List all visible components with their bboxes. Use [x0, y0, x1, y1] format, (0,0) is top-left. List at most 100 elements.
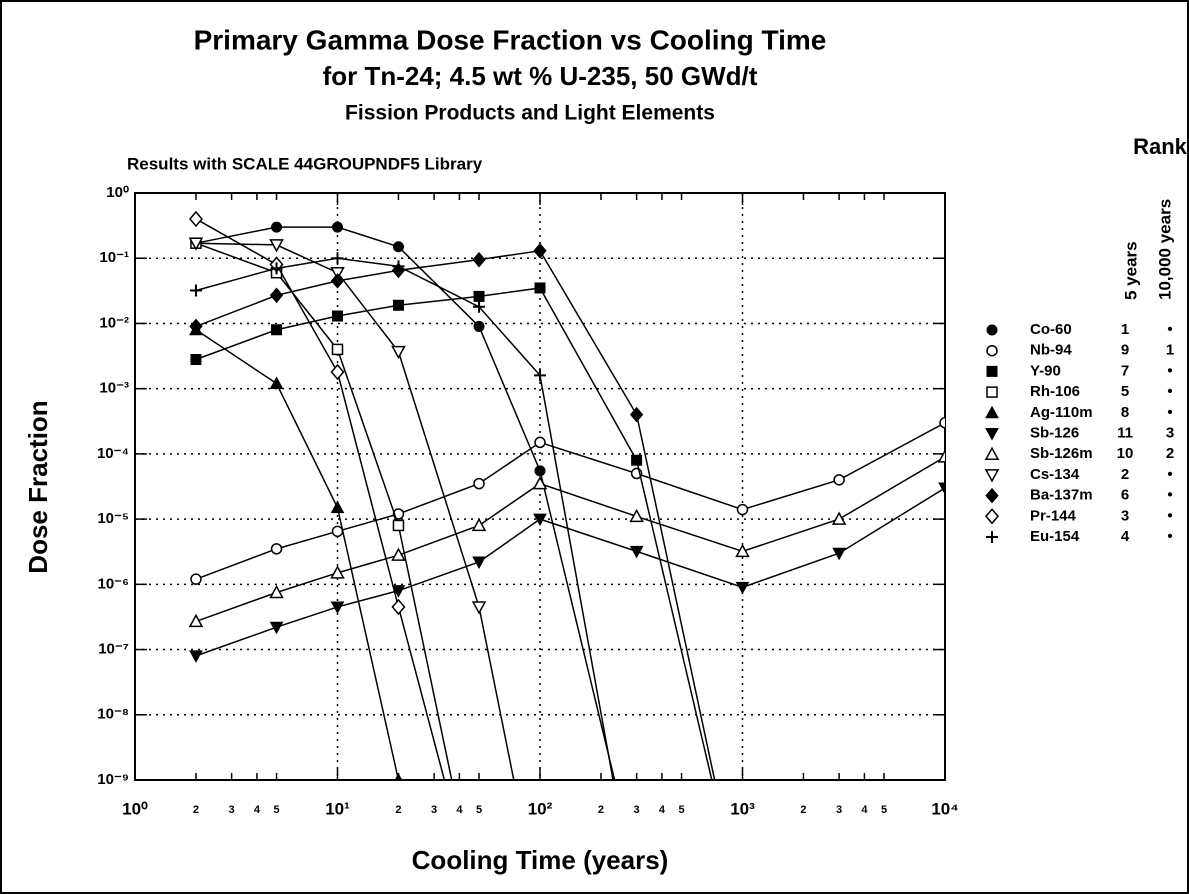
marker — [534, 465, 546, 477]
marker — [189, 650, 203, 663]
legend-label: Pr-144 — [1030, 507, 1077, 524]
rank-value: 3 — [1121, 507, 1129, 524]
legend-label: Y-90 — [1030, 362, 1061, 379]
marker — [937, 449, 945, 463]
marker — [471, 517, 487, 532]
rank-value: 2 — [1121, 466, 1129, 483]
rank-value: • — [1167, 466, 1172, 483]
marker — [985, 487, 999, 504]
y-tick-label: 10⁻⁵ — [97, 510, 129, 527]
marker — [629, 545, 644, 559]
marker — [985, 405, 999, 419]
marker — [391, 345, 406, 360]
marker — [190, 573, 202, 585]
y-tick-label: 10⁻³ — [99, 380, 129, 397]
marker — [269, 376, 284, 390]
marker — [938, 482, 945, 496]
rank-value: 2 — [1166, 445, 1174, 462]
rank-value: 9 — [1121, 342, 1129, 359]
legend-label: Cs-134 — [1030, 466, 1080, 483]
rank-value: • — [1167, 487, 1172, 504]
legend-entry: Cs-134 2 • — [984, 466, 1173, 483]
marker — [735, 581, 750, 595]
marker — [392, 241, 404, 253]
marker — [533, 243, 547, 259]
rank-value: • — [1167, 528, 1172, 545]
marker — [534, 436, 546, 449]
legend-entry: Co-60 1 • — [986, 321, 1173, 338]
x-tick-label: 2 — [395, 804, 401, 816]
rank-value: 10 — [1117, 445, 1134, 462]
legend-label: Rh-106 — [1030, 383, 1080, 400]
plot-area — [188, 210, 945, 780]
legend-entry: Y-90 7 • — [986, 362, 1173, 379]
marker — [735, 543, 750, 558]
x-tick-label: 5 — [476, 804, 482, 816]
marker — [330, 601, 345, 614]
rank-value: 7 — [1121, 362, 1129, 379]
marker — [188, 237, 204, 251]
y-tick-label: 10⁻⁷ — [98, 641, 129, 658]
x-tick-label: 3 — [634, 804, 640, 816]
rank-value: 11 — [1117, 424, 1133, 441]
legend-entry: Ag-110m 8 • — [985, 404, 1173, 421]
marker — [330, 363, 345, 381]
rank-value: • — [1167, 507, 1172, 524]
y-tick-label: 10⁻¹ — [99, 249, 129, 266]
marker — [986, 531, 998, 543]
rank-value: 4 — [1121, 528, 1130, 545]
marker — [391, 547, 406, 561]
legend-entry: Ba-137m 6 • — [985, 487, 1173, 504]
x-tick-label: 4 — [456, 804, 463, 816]
marker — [473, 477, 485, 490]
legend-label: Co-60 — [1030, 321, 1072, 338]
marker — [392, 299, 404, 311]
rank-value: 1 — [1121, 321, 1129, 338]
legend-entry: Pr-144 3 • — [985, 507, 1173, 525]
x-tick-label: 2 — [193, 804, 199, 816]
marker — [473, 320, 485, 332]
marker — [330, 500, 345, 514]
x-tick-label: 4 — [861, 804, 868, 816]
marker — [331, 343, 344, 356]
rank-value: • — [1167, 404, 1172, 421]
rank-value: 1 — [1166, 342, 1174, 359]
y-tick-label: 10⁻² — [99, 314, 129, 331]
marker — [391, 598, 406, 616]
marker — [188, 613, 204, 628]
legend-entry: Eu-154 4 • — [986, 528, 1173, 545]
rank-value: 3 — [1166, 424, 1174, 441]
y-tick-label: 10⁰ — [106, 184, 129, 201]
marker — [269, 239, 284, 253]
marker — [269, 621, 284, 635]
legend-entry: Rh-106 5 • — [986, 383, 1173, 400]
x-tick-label: 4 — [659, 804, 666, 816]
chart-subtitle: Fission Products and Light Elements — [345, 102, 715, 125]
y-axis-label: Dose Fraction — [23, 400, 53, 573]
y-tick-label: 10⁻⁹ — [97, 771, 129, 788]
marker — [330, 565, 345, 579]
rank-value: • — [1167, 321, 1172, 338]
marker — [831, 511, 847, 525]
marker — [629, 508, 644, 523]
x-tick-label: 3 — [431, 804, 437, 816]
marker — [189, 284, 202, 297]
marker — [984, 446, 1000, 460]
marker — [832, 547, 846, 561]
marker — [939, 417, 945, 429]
y-tick-label: 10⁻⁸ — [97, 706, 129, 723]
marker — [533, 513, 547, 527]
marker — [472, 251, 486, 268]
x-tick-label: 3 — [229, 804, 235, 816]
marker — [332, 310, 343, 322]
rank-value: 6 — [1121, 487, 1129, 504]
marker — [986, 365, 998, 377]
marker — [984, 469, 1000, 483]
x-tick-label: 3 — [836, 804, 842, 816]
marker — [391, 585, 406, 598]
marker — [392, 519, 405, 532]
marker — [629, 406, 644, 423]
x-tick-label: 2 — [800, 804, 806, 816]
legend-entry: Sb-126m 10 2 — [984, 445, 1174, 462]
